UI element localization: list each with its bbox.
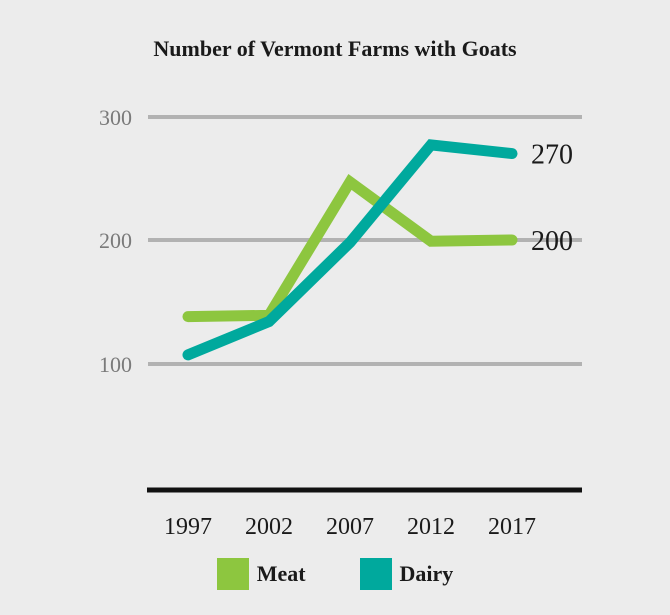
y-tick-label: 200 bbox=[99, 228, 132, 253]
x-tick-label: 1997 bbox=[164, 514, 212, 540]
x-tick-label: 2012 bbox=[407, 514, 455, 540]
end-label-dairy: 270 bbox=[531, 140, 573, 171]
x-tick-label: 2017 bbox=[488, 514, 536, 540]
y-tick-label: 300 bbox=[99, 105, 132, 130]
end-label-meat: 200 bbox=[531, 226, 573, 257]
chart-title: Number of Vermont Farms with Goats bbox=[153, 36, 517, 61]
legend: Meat Dairy bbox=[0, 558, 670, 590]
legend-item-meat: Meat bbox=[216, 558, 306, 590]
x-tick-label: 2002 bbox=[245, 514, 293, 540]
legend-label: Meat bbox=[256, 561, 306, 586]
legend-swatch-meat bbox=[216, 558, 249, 590]
legend-swatch-dairy bbox=[359, 558, 392, 590]
y-tick-label: 100 bbox=[99, 352, 132, 377]
legend-item-dairy: Dairy bbox=[359, 558, 454, 590]
legend-label: Dairy bbox=[399, 561, 454, 586]
x-tick-label: 2007 bbox=[326, 514, 374, 540]
